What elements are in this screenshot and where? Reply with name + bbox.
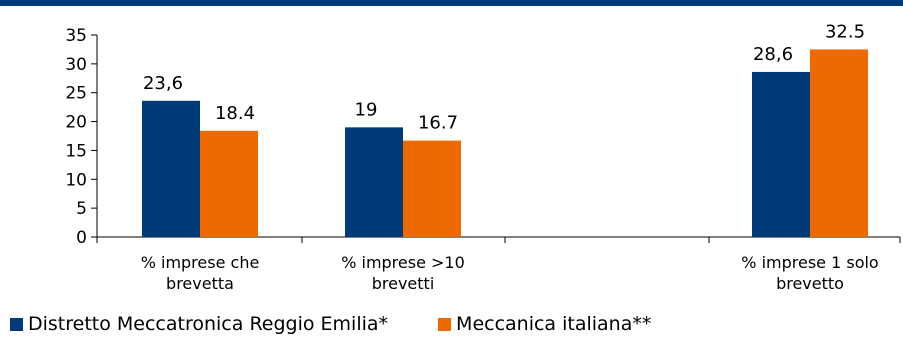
bar (810, 49, 868, 237)
x-category-label: brevetti (372, 274, 435, 293)
data-label: 23,6 (143, 73, 183, 94)
y-tick-label: 35 (65, 26, 87, 46)
bar (403, 140, 461, 237)
x-category-label: % imprese >10 (341, 253, 465, 272)
y-tick-label: 30 (65, 55, 87, 75)
bar-chart: 0 5 10 15 20 25 30 35 23,6 19 28,6 18.4 16.7 32.5 % im… (0, 0, 903, 293)
data-label: 28,6 (753, 44, 793, 65)
legend-swatch-meccanica (438, 317, 452, 331)
legend-swatch-distretto (10, 317, 23, 331)
bar (345, 127, 403, 237)
y-tick-label: 0 (76, 228, 87, 248)
x-category-label: % imprese che (141, 253, 260, 272)
legend-item-distretto: Distretto Meccatronica Reggio Emilia* (10, 313, 388, 335)
data-label: 18.4 (215, 103, 255, 124)
y-tick-label: 15 (65, 141, 87, 161)
data-label: 16.7 (418, 113, 458, 134)
x-category-label: brevetta (166, 274, 234, 293)
top-rule (0, 0, 903, 6)
x-category-label: brevetto (776, 274, 844, 293)
bar (142, 100, 200, 238)
y-tick-label: 10 (65, 170, 87, 190)
y-tick-label: 25 (65, 84, 87, 104)
bar (200, 130, 258, 237)
data-label: 19 (355, 99, 378, 120)
legend-item-meccanica: Meccanica italiana** (438, 313, 651, 335)
y-tick-label: 20 (65, 113, 87, 133)
bar (752, 71, 810, 238)
data-label: 32.5 (825, 21, 865, 42)
y-tick-label: 5 (76, 199, 87, 219)
legend: Distretto Meccatronica Reggio Emilia* Me… (10, 313, 651, 335)
legend-label-distretto: Distretto Meccatronica Reggio Emilia* (28, 313, 389, 335)
x-category-label: % imprese 1 solo (741, 253, 878, 272)
legend-label-meccanica: Meccanica italiana** (456, 313, 652, 335)
